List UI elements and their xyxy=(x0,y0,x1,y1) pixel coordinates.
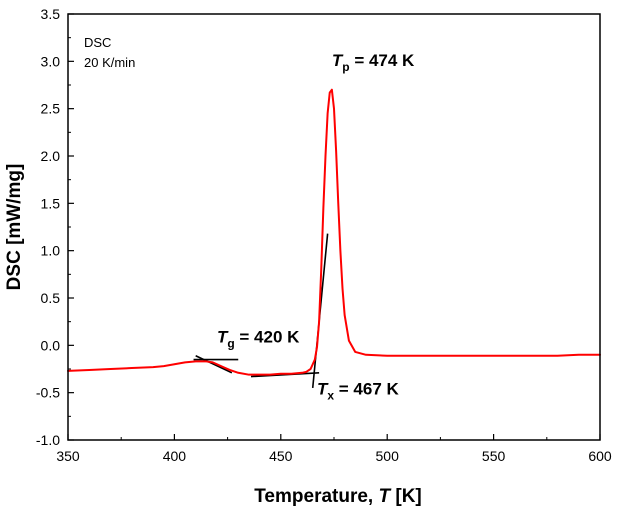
y-tick-label: -0.5 xyxy=(36,385,60,401)
y-tick-label: 2.5 xyxy=(41,101,61,117)
y-tick-label: 0.0 xyxy=(41,337,61,353)
tick-labels-layer: 350 400 450 500 550 600 -1.0 -0.5 0.0 0.5 1.0 1.5 2.… xyxy=(36,6,612,464)
tx-annotation: Tx = 467 K xyxy=(317,380,400,403)
x-tick-label: 500 xyxy=(376,448,400,464)
note-heating-rate: 20 K/min xyxy=(84,55,135,70)
tx-annotation-value: = 467 K xyxy=(334,380,399,399)
x-axis-title-unit: [K] xyxy=(390,486,422,507)
tx-annotation-subscript: x xyxy=(327,389,334,403)
x-tick-label: 600 xyxy=(588,448,612,464)
series-layer xyxy=(67,88,601,376)
tg-annotation: Tg = 420 K xyxy=(217,327,300,350)
y-axis-title: DSC [mW/mg] xyxy=(4,164,25,291)
y-tick-label: 1.5 xyxy=(41,195,61,211)
y-tick-label: 3.0 xyxy=(41,53,61,69)
x-tick-label: 350 xyxy=(56,448,80,464)
x-axis-title-symbol: T xyxy=(378,486,391,507)
tg-annotation-symbol: T xyxy=(217,327,229,346)
y-tick-label: 3.5 xyxy=(41,6,61,22)
tp-annotation-symbol: T xyxy=(332,51,344,70)
tg-tangent-1 xyxy=(195,355,233,374)
x-tick-label: 450 xyxy=(269,448,293,464)
tg-annotation-value: = 420 K xyxy=(235,327,300,346)
x-axis-title: Temperature, T [K] xyxy=(254,486,422,507)
note-method: DSC xyxy=(84,35,111,50)
y-tick-label: 0.5 xyxy=(41,290,61,306)
x-tick-label: 400 xyxy=(163,448,187,464)
plot-frame xyxy=(67,13,601,441)
y-tick-label: 1.0 xyxy=(41,243,61,259)
y-tick-label: -1.0 xyxy=(36,432,60,448)
annotations-layer: Tp = 474 KTg = 420 KTx = 467 K xyxy=(217,51,415,402)
tp-annotation: Tp = 474 K xyxy=(332,51,415,74)
tp-annotation-subscript: p xyxy=(342,60,349,74)
x-axis-title-text: Temperature, xyxy=(254,486,378,507)
tx-annotation-symbol: T xyxy=(317,380,329,399)
x-tick-label: 550 xyxy=(482,448,506,464)
tp-annotation-value: = 474 K xyxy=(350,51,415,70)
dsc-series-line xyxy=(67,88,601,376)
tg-annotation-subscript: g xyxy=(227,336,234,350)
y-tick-label: 2.0 xyxy=(41,148,61,164)
